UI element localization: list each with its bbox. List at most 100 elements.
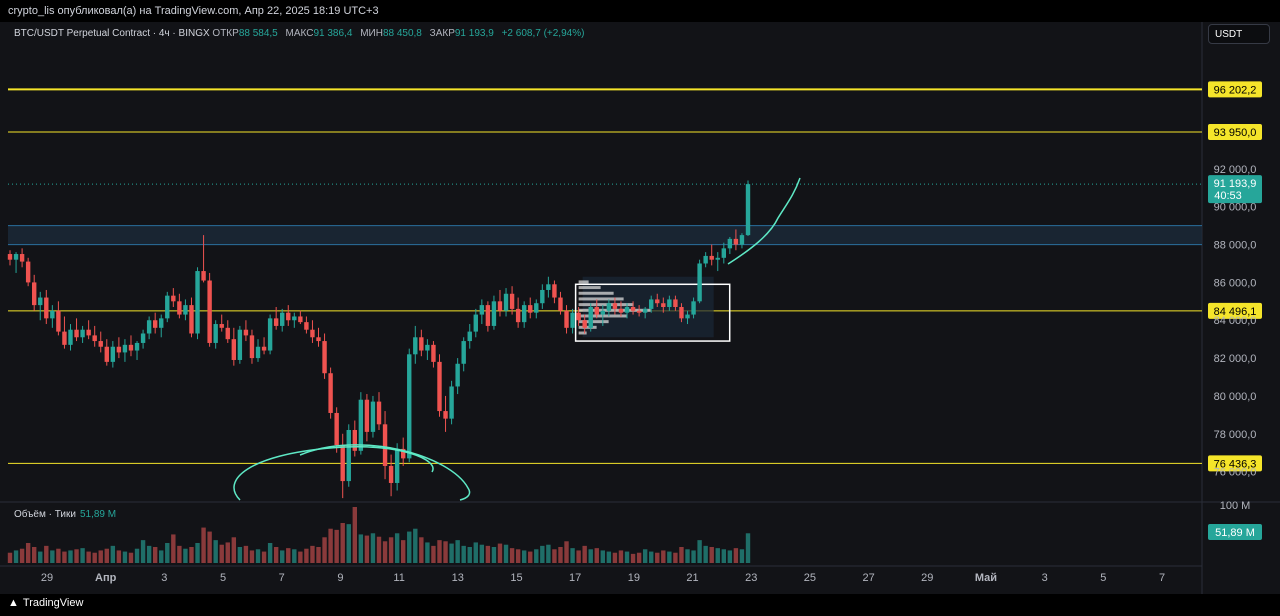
volume-label: Объём · Тики [14,509,76,520]
candle-body [636,310,642,313]
high-value: 91 386,4 [313,28,353,39]
candle-body [739,235,745,245]
price-tick-label: 76 000,0 [1214,467,1257,479]
volume-bar [582,545,587,563]
volume-bar [467,547,472,563]
volume-bar [38,551,43,563]
volume-bar [322,537,327,563]
candle-body [727,238,733,249]
volume-bar [286,548,291,563]
volume-bar [534,549,539,563]
volume-bar [703,545,708,563]
volume-bar [19,548,25,563]
volume-bar [177,545,182,563]
time-tick-label: Май [975,572,997,584]
candle-body [292,316,297,321]
volume-bar [388,537,394,563]
volume-bar [249,550,255,563]
volume-bar [267,543,273,563]
candle-body [267,318,273,351]
candle-body [540,289,545,304]
volume-bar [364,535,370,563]
symbol-title[interactable]: BTC/USDT Perpetual Contract · 4ч · BINGX [14,28,210,39]
volume-bar [165,543,170,563]
volume-bar [116,550,122,563]
candle-body [231,339,237,360]
low-value: 88 450,8 [382,28,422,39]
volume-bar [715,548,720,563]
candle-body [630,307,636,311]
candle-body [564,310,569,328]
candle-body [612,303,618,309]
candle-body [171,295,176,302]
volume-profile-bar [578,331,587,335]
volume-bar [685,549,690,563]
candle-body [62,331,67,345]
candle-body [691,301,696,315]
price-tick-label: 82 000,0 [1214,353,1257,365]
tv-logo-icon: ▲ [8,597,19,609]
candle-body [316,337,321,342]
volume-bar [255,549,261,563]
candle-body [667,299,672,308]
level-price-label: 96 202,2 [1214,84,1257,96]
volume-bar [558,547,563,563]
volume-bar [171,534,176,563]
volume-bar [7,552,13,563]
candle-body [152,320,158,328]
candle-body [376,401,382,425]
candle-body [534,303,539,313]
volume-bar [225,542,230,563]
tradingview-logo[interactable]: ▲ TradingView [8,597,83,609]
candle-body [98,341,103,347]
candle-body [364,399,370,432]
volume-bar [606,551,612,563]
candle-body [38,297,43,306]
volume-bar [340,523,345,563]
volume-bar [485,545,491,563]
candle-body [243,329,249,336]
volume-bar [189,547,194,563]
candle-body [473,314,478,332]
candle-body [673,299,678,308]
level-price-tag [1208,302,1262,319]
volume-bar [594,548,599,563]
candle-body [195,271,200,334]
change-value: +2 608,7 (+2,94%) [501,28,585,39]
volume-bar [110,545,116,563]
volume-bar [80,548,85,563]
volume-bar [50,550,55,563]
price-tick-label: 86 000,0 [1214,277,1257,289]
volume-bar [298,551,303,563]
volume-bar [86,551,91,563]
price-tick-label: 92 000,0 [1214,164,1257,176]
candle-body [19,254,25,262]
candle-body [497,301,503,311]
volume-bar [358,534,364,563]
candle-body [394,448,400,483]
currency-button[interactable]: USDT [1208,24,1270,44]
time-tick-label: 7 [279,572,285,584]
volume-bar [213,540,218,563]
volume-bar [521,550,527,563]
candle-body [400,448,406,459]
bottom-bar [0,594,1280,616]
volume-bar [612,552,618,563]
candle-body [479,305,485,315]
candle-body [388,465,394,483]
volume-bar [661,550,666,563]
price-tick-label: 80 000,0 [1214,391,1257,403]
range-box [574,283,731,342]
brand-name: TradingView [22,597,84,609]
volume-bar [546,544,551,563]
candle-body [322,341,327,374]
volume-bar [56,548,61,563]
candle-body [255,346,261,359]
candle-body [68,329,73,345]
volume-bar [649,551,654,563]
time-tick-label: 9 [337,572,343,584]
candle-body [576,312,581,321]
candle-body [298,316,303,323]
volume-bar [25,543,31,563]
